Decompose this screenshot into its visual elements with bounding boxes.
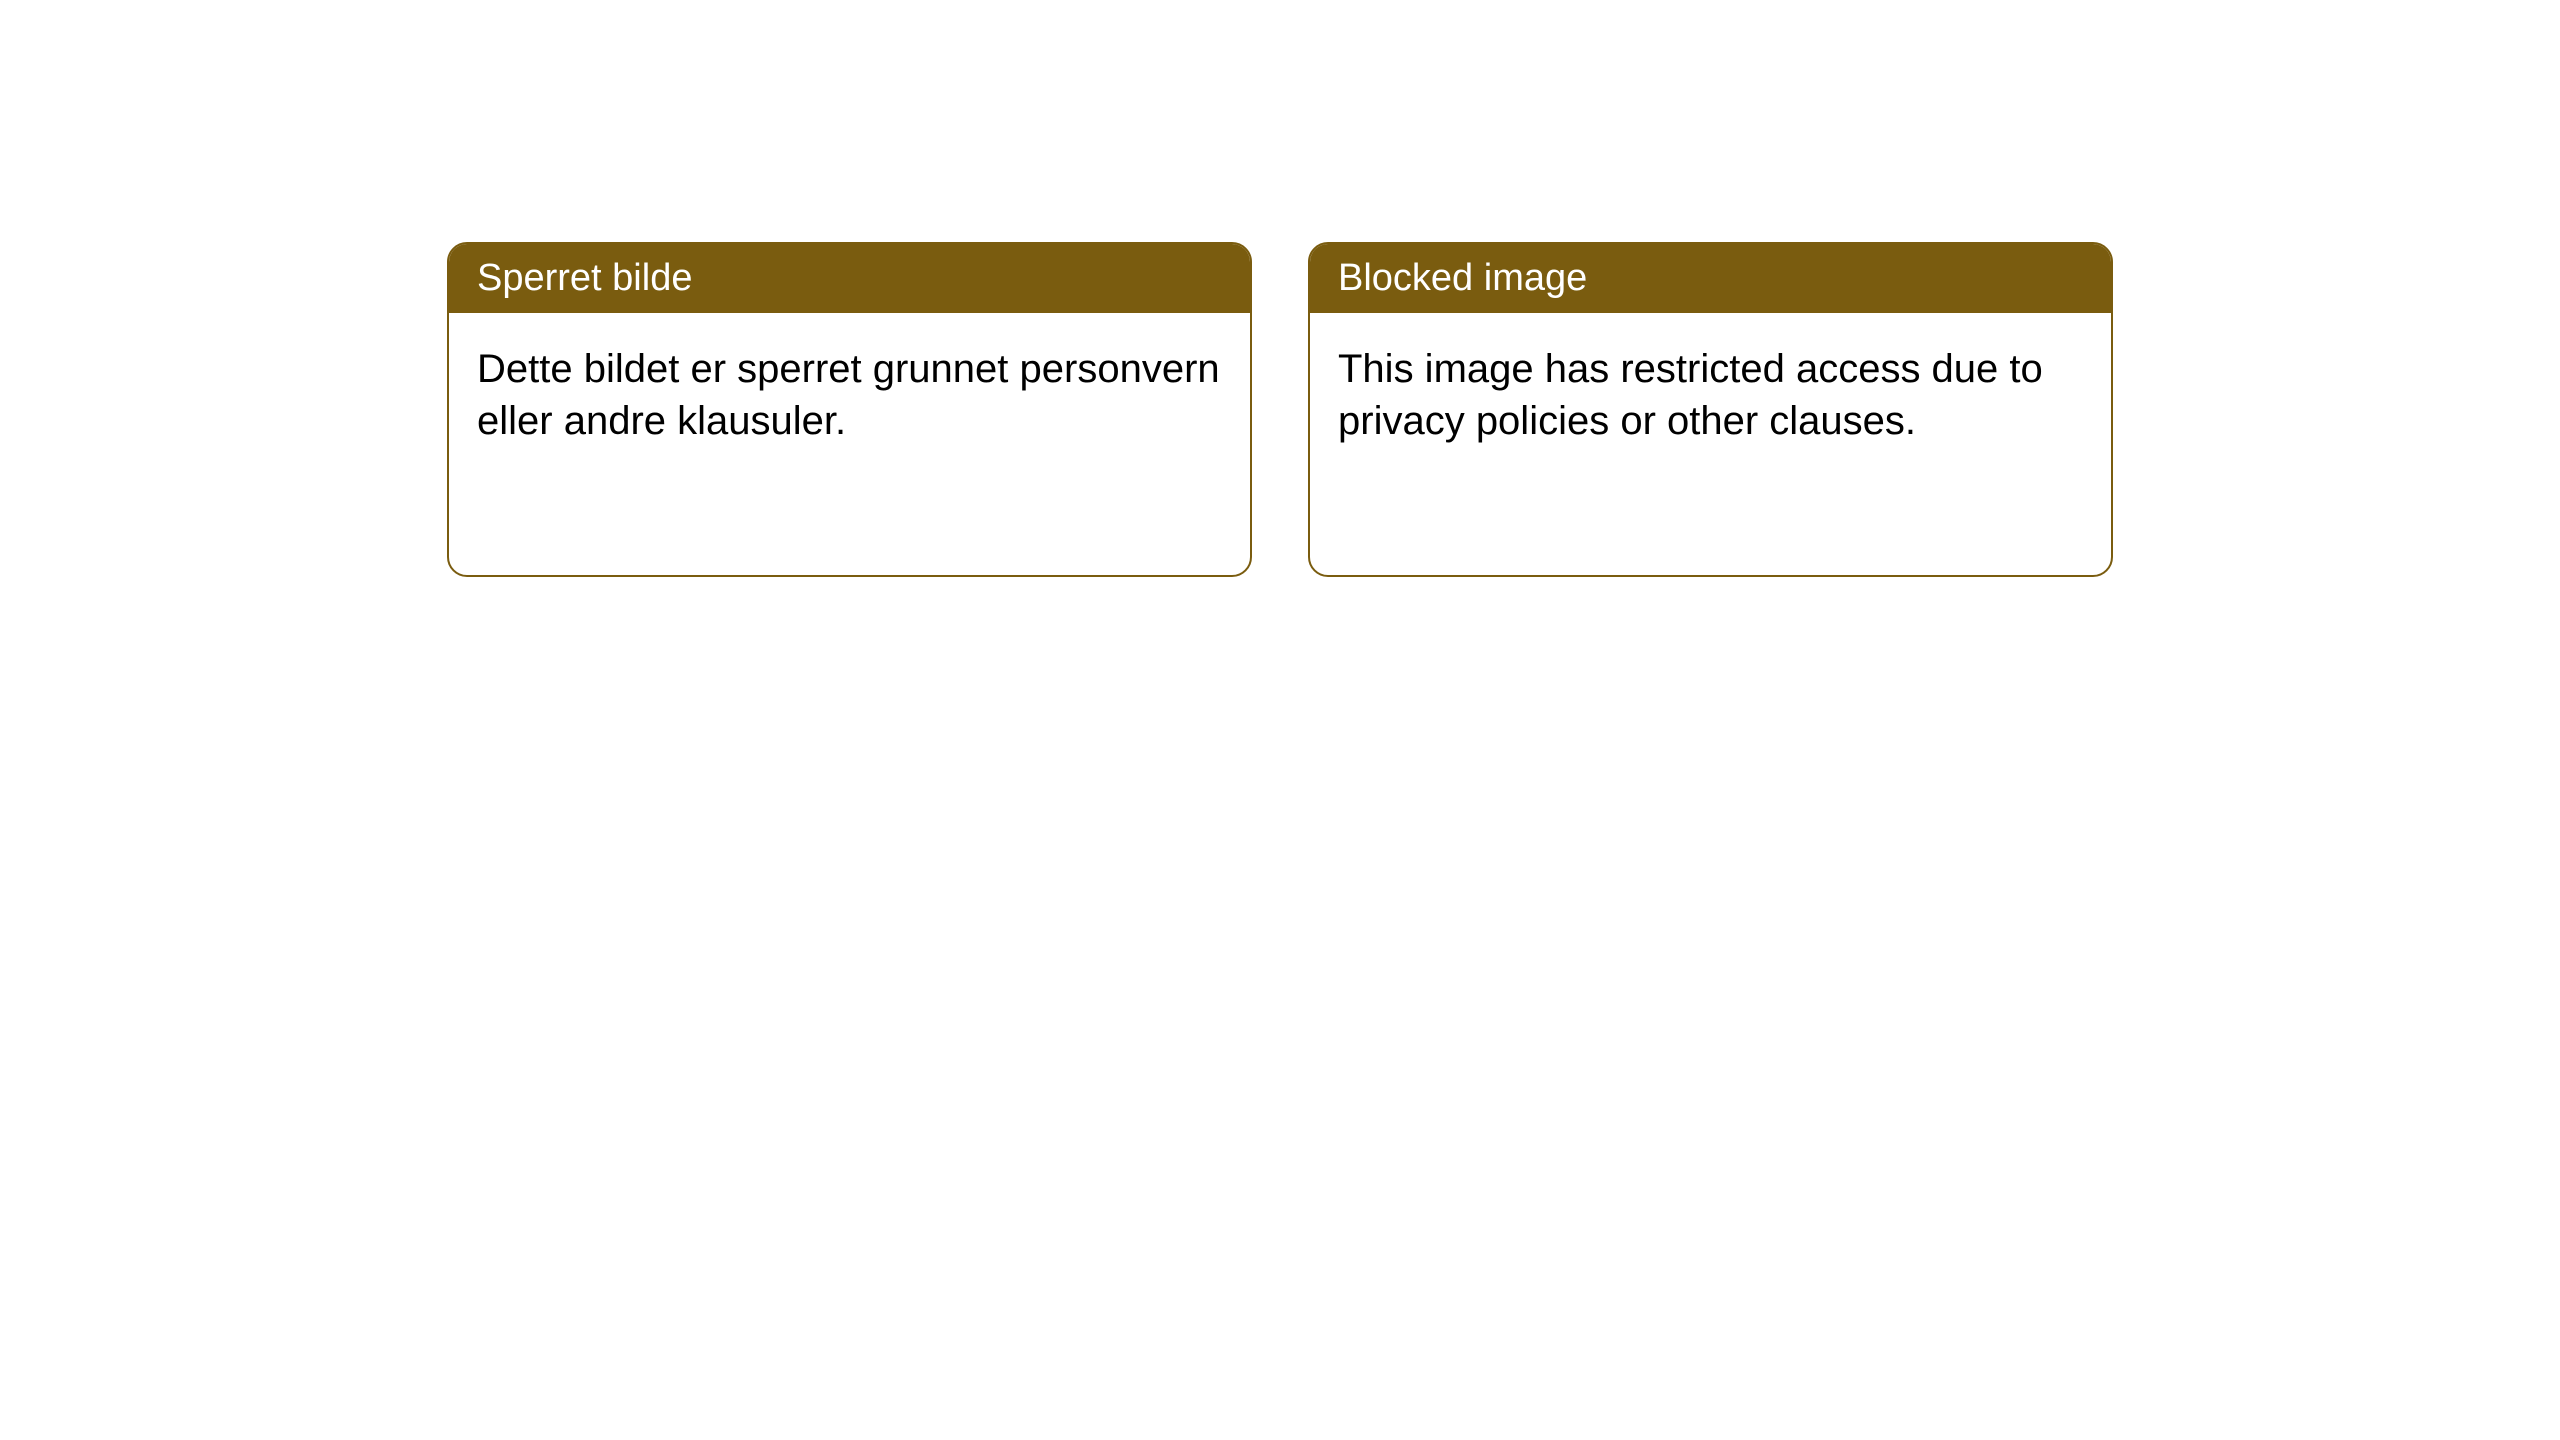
notice-header-english: Blocked image xyxy=(1310,244,2111,313)
notice-body-norwegian: Dette bildet er sperret grunnet personve… xyxy=(449,313,1250,477)
notice-body-english: This image has restricted access due to … xyxy=(1310,313,2111,477)
notice-header-norwegian: Sperret bilde xyxy=(449,244,1250,313)
notice-container: Sperret bilde Dette bildet er sperret gr… xyxy=(447,242,2113,577)
notice-card-norwegian: Sperret bilde Dette bildet er sperret gr… xyxy=(447,242,1252,577)
notice-card-english: Blocked image This image has restricted … xyxy=(1308,242,2113,577)
